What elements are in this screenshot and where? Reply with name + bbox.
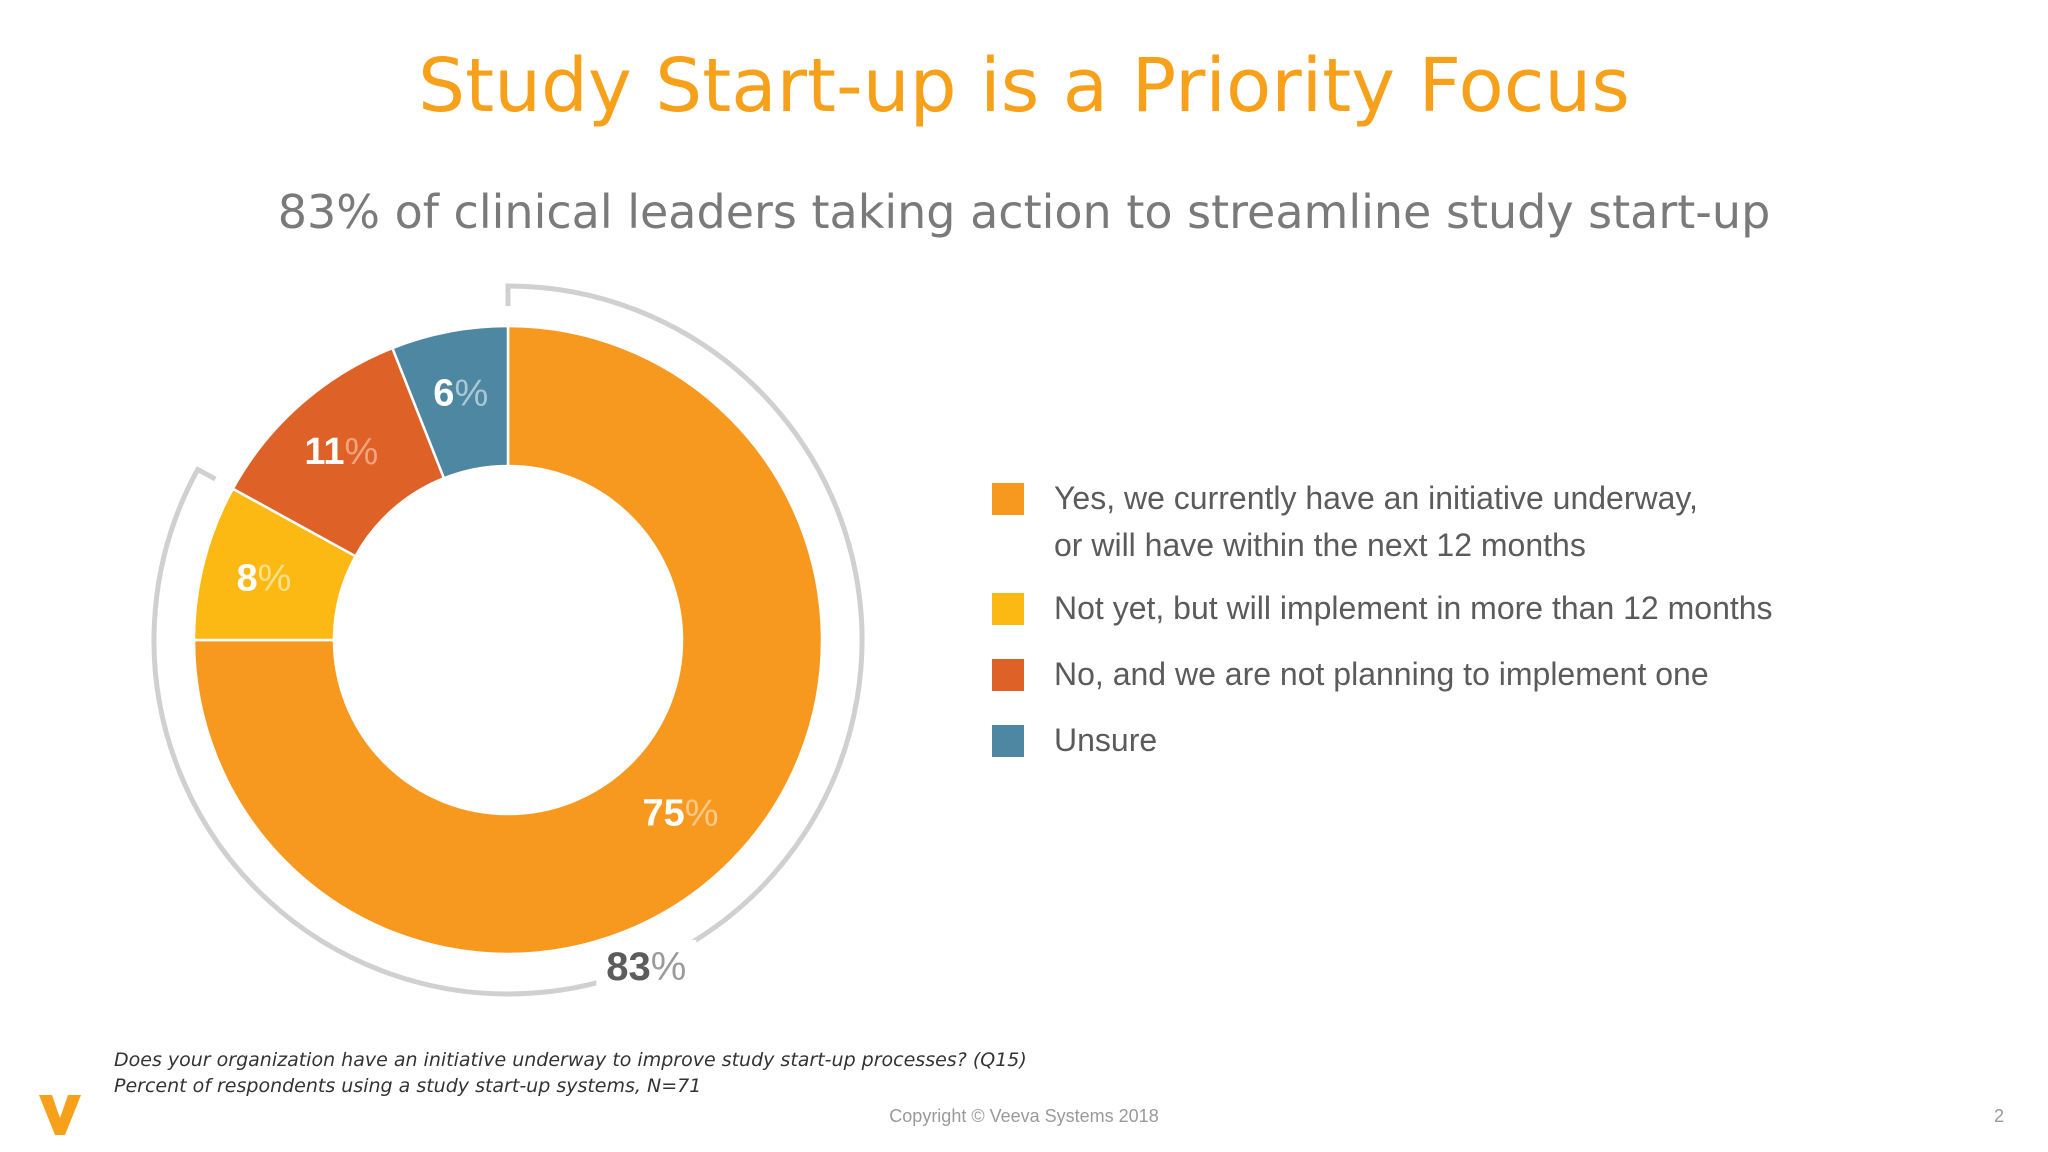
footnote-sample: Percent of respondents using a study sta… bbox=[114, 1075, 702, 1097]
legend-swatch-unsure bbox=[992, 725, 1024, 757]
legend-item-yes: Yes, we currently have an initiative und… bbox=[992, 475, 1872, 569]
legend-swatch-no bbox=[992, 659, 1024, 691]
legend-item-no: No, and we are not planning to implement… bbox=[992, 651, 1872, 698]
veeva-logo-icon bbox=[39, 1095, 81, 1135]
legend-swatch-yes bbox=[992, 483, 1024, 515]
footnote: Does your organization have an initiativ… bbox=[114, 1047, 1027, 1099]
slice-label-3: 11% bbox=[304, 431, 378, 473]
legend-label-not-yet: Not yet, but will implement in more than… bbox=[1054, 590, 1773, 626]
slide-subtitle: 83% of clinical leaders taking action to… bbox=[277, 185, 1771, 239]
legend-item-unsure: Unsure bbox=[992, 717, 1872, 764]
legend-label-no: No, and we are not planning to implement… bbox=[1054, 656, 1709, 692]
legend-label-yes-line1: Yes, we currently have an initiative und… bbox=[1054, 480, 1698, 516]
bracket-label-background bbox=[596, 939, 697, 992]
legend-label-yes-line2: or will have within the next 12 months bbox=[1054, 527, 1586, 563]
slice-label-1: 75% bbox=[642, 793, 718, 835]
slice-label-4: 6% bbox=[433, 372, 488, 414]
slice-label-2: 8% bbox=[236, 557, 291, 599]
copyright-notice: Copyright © Veeva Systems 2018 bbox=[889, 1106, 1159, 1126]
donut-slice-4 bbox=[390, 324, 510, 480]
page-number: 2 bbox=[1993, 1106, 2004, 1126]
bracket-label: 83% bbox=[606, 945, 686, 989]
legend-item-not-yet: Not yet, but will implement in more than… bbox=[992, 585, 1872, 632]
legend-label-unsure: Unsure bbox=[1054, 722, 1158, 758]
chart-legend: Yes, we currently have an initiative und… bbox=[992, 475, 1872, 764]
donut-slice-1 bbox=[192, 324, 824, 956]
legend-swatch-not-yet bbox=[992, 593, 1024, 625]
footnote-question: Does your organization have an initiativ… bbox=[114, 1049, 1027, 1071]
slide-title: Study Start-up is a Priority Focus bbox=[418, 43, 1630, 129]
